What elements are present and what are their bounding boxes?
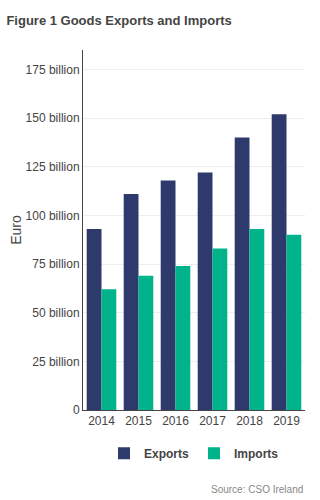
svg-text:Imports: Imports <box>234 447 278 461</box>
svg-text:Euro: Euro <box>8 215 24 245</box>
svg-text:2019: 2019 <box>273 414 300 428</box>
svg-text:Figure 1 Goods Exports and Imp: Figure 1 Goods Exports and Imports <box>6 13 231 28</box>
svg-text:125 billion: 125 billion <box>26 160 80 174</box>
svg-text:75 billion: 75 billion <box>32 257 79 271</box>
svg-text:25 billion: 25 billion <box>32 355 79 369</box>
svg-text:2017: 2017 <box>199 414 226 428</box>
svg-text:2015: 2015 <box>125 414 152 428</box>
svg-text:50 billion: 50 billion <box>32 306 79 320</box>
svg-text:100 billion: 100 billion <box>26 209 80 223</box>
svg-text:Exports: Exports <box>144 447 189 461</box>
svg-text:0: 0 <box>73 403 80 417</box>
svg-text:2018: 2018 <box>236 414 263 428</box>
svg-text:2016: 2016 <box>162 414 189 428</box>
svg-text:150 billion: 150 billion <box>26 111 80 125</box>
svg-text:2014: 2014 <box>88 414 115 428</box>
svg-text:Source: CSO Ireland: Source: CSO Ireland <box>211 484 303 495</box>
svg-text:175 billion: 175 billion <box>26 63 80 77</box>
